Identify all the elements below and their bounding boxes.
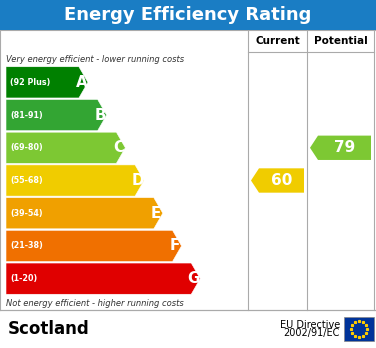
Text: (81-91): (81-91) [10,111,43,120]
Text: Not energy efficient - higher running costs: Not energy efficient - higher running co… [6,299,184,308]
Text: EU Directive: EU Directive [280,320,340,330]
Polygon shape [310,136,371,160]
Text: (39-54): (39-54) [10,209,42,218]
Text: B: B [94,108,106,122]
Polygon shape [6,198,163,229]
Text: F: F [170,238,180,253]
Text: C: C [113,140,124,155]
Polygon shape [6,100,107,131]
Text: E: E [151,206,161,221]
Text: Current: Current [255,36,300,46]
Polygon shape [6,132,125,164]
Bar [0,0,376,30]
Text: Energy Efficiency Rating: Energy Efficiency Rating [64,6,312,24]
Polygon shape [6,263,200,294]
Text: 60: 60 [271,173,292,188]
Text: G: G [188,271,200,286]
Text: Very energy efficient - lower running costs: Very energy efficient - lower running co… [6,55,184,63]
Text: 79: 79 [334,140,355,155]
Text: (55-68): (55-68) [10,176,43,185]
Text: Potential: Potential [314,36,367,46]
Polygon shape [6,230,182,262]
Text: A: A [76,75,87,90]
Bar [344,317,374,341]
Text: (92 Plus): (92 Plus) [10,78,50,87]
Text: D: D [131,173,144,188]
Polygon shape [6,165,144,196]
Text: 2002/91/EC: 2002/91/EC [284,328,340,338]
Polygon shape [251,168,304,193]
Text: (69-80): (69-80) [10,143,43,152]
Text: (1-20): (1-20) [10,274,37,283]
Polygon shape [6,67,88,98]
Text: Scotland: Scotland [8,320,90,338]
Text: (21-38): (21-38) [10,242,43,251]
